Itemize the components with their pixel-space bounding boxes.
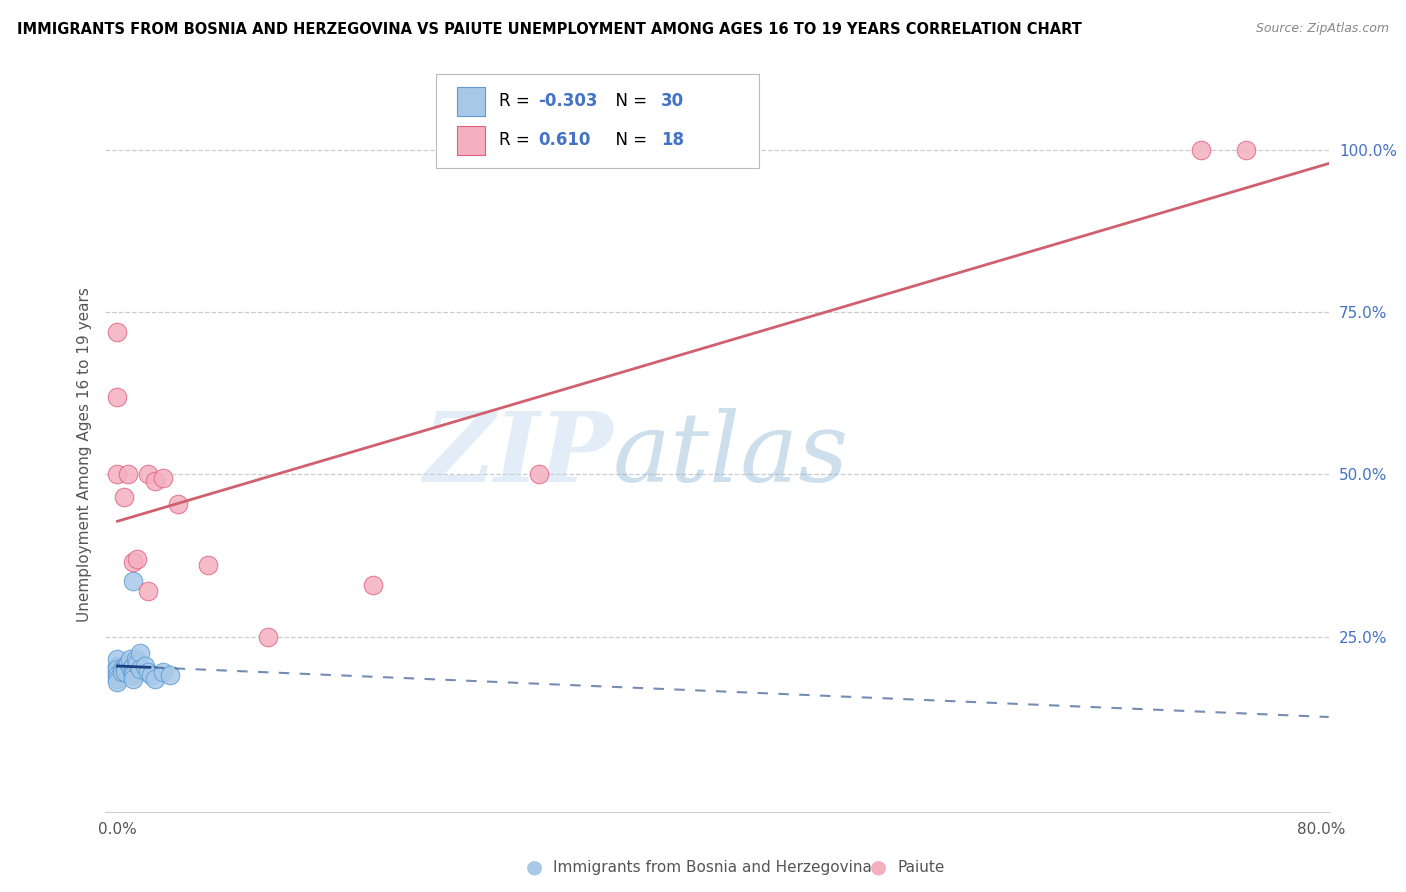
Point	[117, 467, 139, 482]
Text: IMMIGRANTS FROM BOSNIA AND HERZEGOVINA VS PAIUTE UNEMPLOYMENT AMONG AGES 16 TO 1: IMMIGRANTS FROM BOSNIA AND HERZEGOVINA V…	[17, 22, 1081, 37]
Text: R =: R =	[499, 131, 536, 149]
Point	[125, 656, 148, 670]
Point	[112, 490, 135, 504]
Point	[125, 551, 148, 566]
Point	[527, 467, 550, 482]
Point	[107, 665, 129, 680]
Point	[111, 665, 134, 680]
Point	[136, 665, 159, 680]
Point	[121, 658, 143, 673]
Text: ●: ●	[526, 857, 543, 877]
Point	[107, 658, 129, 673]
Point	[1234, 143, 1257, 157]
Point	[107, 467, 129, 482]
Point	[107, 390, 129, 404]
Point	[361, 577, 384, 591]
Text: ZIP: ZIP	[423, 408, 613, 502]
Point	[117, 656, 139, 670]
Text: Source: ZipAtlas.com: Source: ZipAtlas.com	[1256, 22, 1389, 36]
Point	[107, 325, 129, 339]
Point	[159, 668, 181, 682]
Point	[107, 668, 129, 682]
Point	[129, 662, 152, 676]
Point	[152, 470, 174, 484]
Text: R =: R =	[499, 93, 536, 111]
Point	[107, 652, 129, 666]
Point	[136, 584, 159, 599]
Point	[152, 665, 174, 680]
Point	[139, 668, 162, 682]
Point	[121, 668, 143, 682]
Point	[107, 675, 129, 690]
Text: Paiute: Paiute	[897, 860, 945, 874]
Text: -0.303: -0.303	[538, 93, 598, 111]
Point	[136, 467, 159, 482]
Point	[143, 474, 166, 488]
Y-axis label: Unemployment Among Ages 16 to 19 years: Unemployment Among Ages 16 to 19 years	[76, 287, 91, 623]
Text: N =: N =	[605, 131, 652, 149]
Text: Immigrants from Bosnia and Herzegovina: Immigrants from Bosnia and Herzegovina	[553, 860, 872, 874]
Text: ●: ●	[870, 857, 887, 877]
Point	[114, 658, 136, 673]
Point	[114, 662, 136, 676]
Point	[197, 558, 219, 573]
Point	[143, 672, 166, 686]
Point	[1189, 143, 1212, 157]
Point	[257, 630, 280, 644]
Text: 18: 18	[661, 131, 683, 149]
Point	[124, 652, 146, 666]
Point	[121, 574, 143, 589]
Point	[166, 497, 188, 511]
Text: N =: N =	[605, 93, 652, 111]
Text: 30: 30	[661, 93, 683, 111]
Point	[134, 658, 156, 673]
Text: atlas: atlas	[613, 408, 849, 502]
Point	[118, 652, 141, 666]
Point	[121, 555, 143, 569]
Point	[107, 662, 129, 676]
Point	[107, 672, 129, 686]
Point	[121, 665, 143, 680]
Point	[129, 646, 152, 660]
Point	[120, 662, 142, 676]
Text: 0.610: 0.610	[538, 131, 591, 149]
Point	[114, 665, 136, 680]
Point	[111, 662, 134, 676]
Point	[121, 672, 143, 686]
